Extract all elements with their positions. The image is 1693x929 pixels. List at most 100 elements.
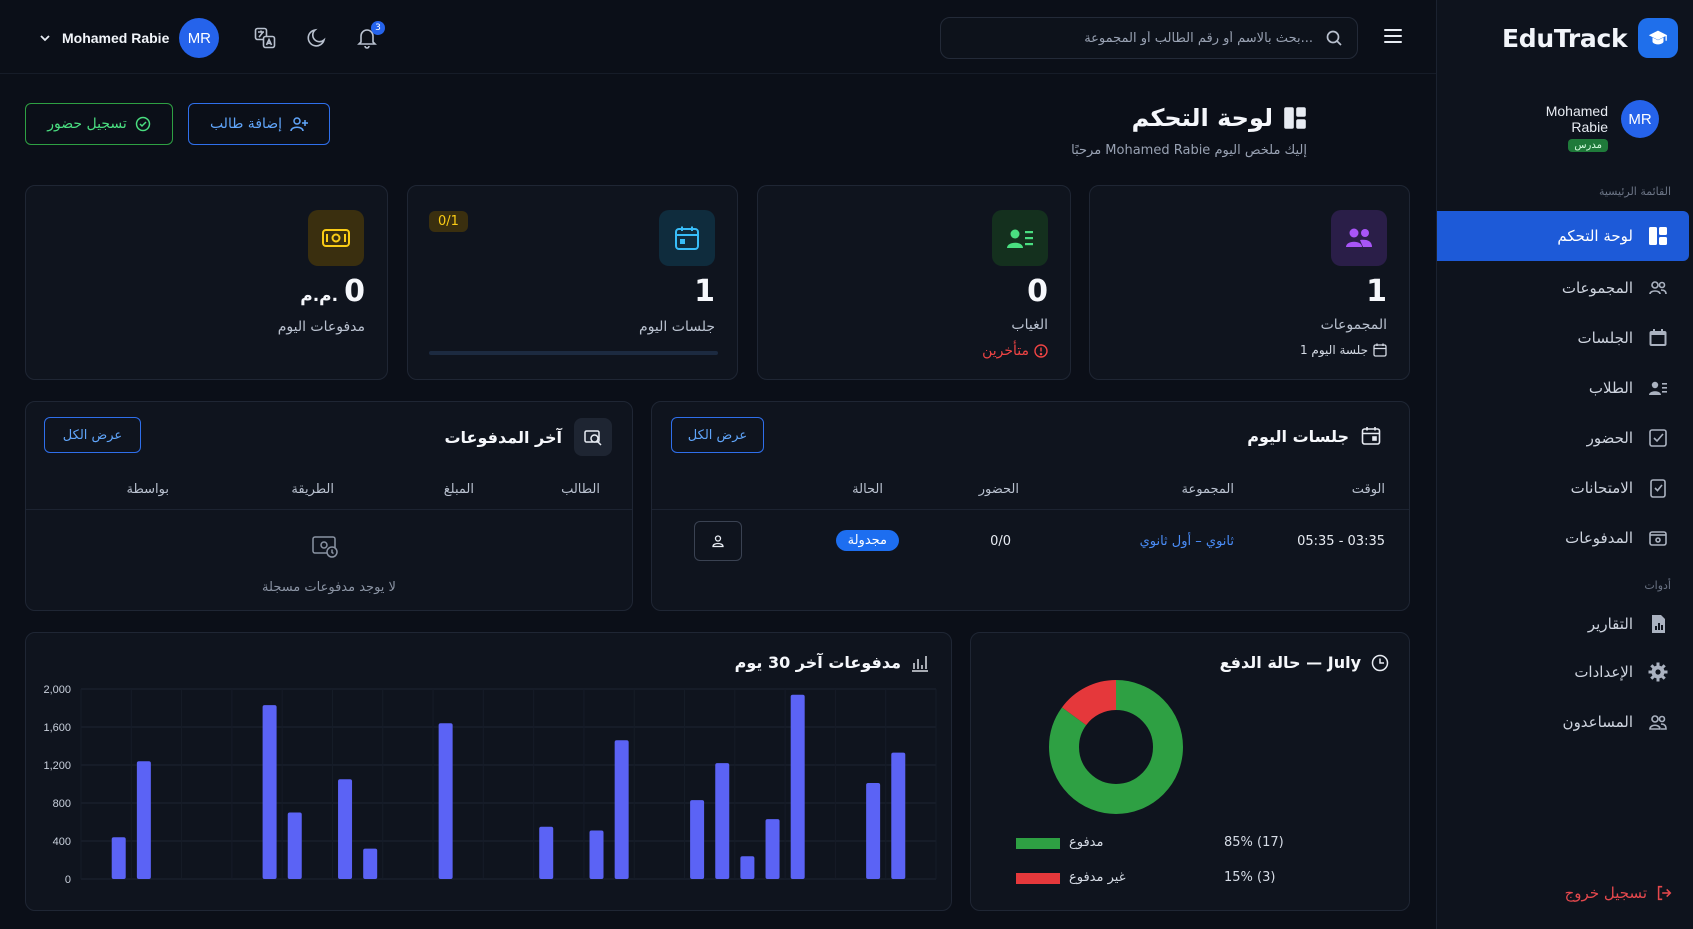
moon-icon[interactable] <box>306 27 328 49</box>
legend-swatch-paid <box>1016 838 1060 849</box>
stat-label: المجموعات <box>1320 317 1387 333</box>
search-box[interactable] <box>940 17 1358 59</box>
assistants-icon <box>1647 711 1669 733</box>
payments-view-all-button[interactable]: عرض الكل <box>44 417 141 453</box>
chart-bar[interactable] <box>262 705 277 879</box>
add-student-button[interactable]: إضافة طالب <box>188 103 330 145</box>
logout-button[interactable]: تسجيل خروج <box>1565 884 1673 902</box>
chart-bar[interactable] <box>790 694 805 879</box>
legend-paid-value: 85% (17) <box>1224 835 1284 850</box>
stat-card-groups: 1 المجموعات 1 جلسة اليوم <box>1089 185 1410 380</box>
calendar-icon <box>1647 327 1669 349</box>
chart-bar[interactable] <box>363 848 378 879</box>
sidebar-avatar[interactable]: MR <box>1621 100 1659 138</box>
bar-chart-icon <box>911 654 929 672</box>
chart-bar[interactable] <box>765 819 780 879</box>
user-plus-icon <box>290 116 309 132</box>
sidebar-item-label: الحضور <box>1586 429 1633 447</box>
chart-bar[interactable] <box>866 783 881 879</box>
y-tick-label: 400 <box>53 836 71 848</box>
checkbox-icon <box>1647 427 1669 449</box>
sidebar-item-reports[interactable]: التقارير <box>1437 599 1689 649</box>
sidebar-item-label: المجموعات <box>1561 279 1633 297</box>
session-attendance-button[interactable] <box>694 521 742 561</box>
card-header: جلسات اليوم <box>1247 426 1381 446</box>
user-menu[interactable]: Mohamed Rabie MR <box>18 16 220 60</box>
calendar-icon <box>659 210 715 266</box>
stat-card-payments: م.م. 0 مدفوعات اليوم <box>25 185 388 380</box>
recent-payments-card: آخر المدفوعات عرض الكل الطالب المبلغ الط… <box>25 401 633 611</box>
session-group-link[interactable]: ثانوي – أول ثانوي <box>1139 534 1234 549</box>
student-icon <box>992 210 1048 266</box>
users-icon <box>1647 277 1669 299</box>
role-badge: مدرس <box>1568 139 1608 152</box>
y-tick-label: 2,000 <box>43 684 71 696</box>
sidebar-item-attendance[interactable]: الحضور <box>1437 413 1689 463</box>
column-header: الوقت <box>1351 482 1385 497</box>
alert-circle-icon <box>1034 344 1048 358</box>
record-attendance-button[interactable]: تسجيل حضور <box>25 103 173 145</box>
button-label: تسجيل حضور <box>47 116 127 132</box>
chart-bar[interactable] <box>338 779 353 879</box>
sidebar-item-label: المدفوعات <box>1565 529 1633 547</box>
chart-bar[interactable] <box>539 826 554 879</box>
card-header: مدفوعات آخر 30 يوم <box>735 653 929 672</box>
chart-bar[interactable] <box>891 752 906 879</box>
column-header: المبلغ <box>443 482 474 497</box>
search-input[interactable] <box>973 30 1313 46</box>
legend-unpaid-label: غير مدفوع <box>1069 870 1126 885</box>
sidebar-item-sessions[interactable]: الجلسات <box>1437 313 1689 363</box>
currency-label: م.م. <box>300 286 339 306</box>
card-header: آخر المدفوعات <box>444 418 612 456</box>
status-badge: مجدولة <box>835 530 899 551</box>
top-bar: Mohamed Rabie MR 3 <box>0 0 1436 74</box>
sidebar-item-settings[interactable]: الإعدادات <box>1437 647 1689 697</box>
chart-bar[interactable] <box>111 837 126 879</box>
stat-sub: 1 جلسة اليوم <box>1300 343 1387 357</box>
users-icon <box>1331 210 1387 266</box>
sidebar-user-name: Mohamed Rabie <box>1545 103 1608 135</box>
sidebar-item-label: الطلاب <box>1588 379 1633 397</box>
card-title: آخر المدفوعات <box>444 427 562 447</box>
empty-payments-text: لا يوجد مدفوعات مسجلة <box>262 580 396 595</box>
notification-count-badge: 3 <box>371 21 385 35</box>
y-tick-label: 0 <box>65 874 71 886</box>
sidebar-item-assistants[interactable]: المساعدون <box>1437 697 1689 747</box>
chart-bar[interactable] <box>614 740 629 879</box>
session-attendance: 0/0 <box>990 534 1011 549</box>
brand-name: EduTrack <box>1502 23 1628 53</box>
column-header: بواسطة <box>126 482 169 497</box>
payments-bar-chart: 0 400 800 1,200 1,600 2,000 <box>43 684 937 886</box>
stat-value: 0 <box>344 274 365 309</box>
chart-bar[interactable] <box>589 830 604 879</box>
stat-value: 1 <box>1366 274 1387 309</box>
stat-sub-text: 1 جلسة اليوم <box>1299 343 1368 357</box>
sidebar-item-label: التقارير <box>1587 615 1633 633</box>
person-icon <box>711 534 725 548</box>
chart-bar[interactable] <box>715 763 730 879</box>
chart-bar[interactable] <box>438 723 453 879</box>
sidebar-item-exams[interactable]: الامتحانات <box>1437 463 1689 513</box>
graduation-cap-icon <box>1638 18 1679 58</box>
main-menu-section-label: القائمة الرئيسية <box>1598 185 1671 198</box>
chart-bar[interactable] <box>287 812 302 880</box>
chart-bar[interactable] <box>690 800 705 879</box>
translate-icon[interactable] <box>254 27 276 49</box>
search-icon <box>1325 29 1343 47</box>
column-header: الطريقة <box>291 482 334 497</box>
sidebar-item-students[interactable]: الطلاب <box>1437 363 1689 413</box>
sessions-ratio-badge: 0/1 <box>429 211 468 232</box>
menu-toggle-icon[interactable] <box>1384 28 1402 44</box>
stat-sub: متأخرين <box>982 343 1048 359</box>
stat-card-sessions: 0/1 1 جلسات اليوم <box>407 185 738 380</box>
sidebar-item-groups[interactable]: المجموعات <box>1437 263 1689 313</box>
notifications-button[interactable]: 3 <box>357 21 385 49</box>
payment-donut-chart <box>1049 680 1183 814</box>
payment-search-icon <box>574 418 612 456</box>
sidebar-item-label: لوحة التحكم <box>1557 227 1633 245</box>
chart-bar[interactable] <box>136 761 151 879</box>
chart-bar[interactable] <box>740 856 755 879</box>
sessions-view-all-button[interactable]: عرض الكل <box>671 417 764 453</box>
sidebar-item-payments[interactable]: المدفوعات <box>1437 513 1689 563</box>
sidebar-item-dashboard[interactable]: لوحة التحكم <box>1437 211 1689 261</box>
